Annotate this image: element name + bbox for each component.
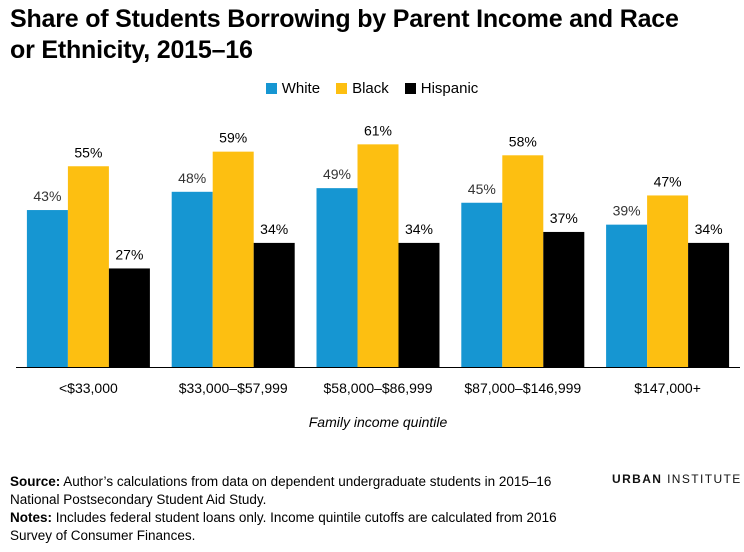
data-label-black-2: 61% <box>364 122 392 138</box>
bar-black-1 <box>212 151 254 367</box>
bar-chart: 43% 55% 27% <$33,000 48% 59% 34% $33,000–$57,99… <box>16 122 740 430</box>
x-tick-label-0: <$33,000 <box>59 380 118 396</box>
data-label-black-1: 59% <box>219 130 247 146</box>
data-label-white-4: 39% <box>613 203 641 219</box>
urban-institute-logo: URBAN INSTITUTE <box>612 472 742 486</box>
data-label-white-1: 48% <box>178 170 206 186</box>
data-label-hispanic-3: 37% <box>550 210 578 226</box>
legend-label-hispanic: Hispanic <box>420 79 479 97</box>
legend-swatch-black <box>336 82 348 94</box>
x-tick-label-2: $58,000–$86,999 <box>324 380 433 396</box>
data-label-white-0: 43% <box>33 188 61 204</box>
bar-white-3 <box>461 202 503 367</box>
bar-white-1 <box>171 191 213 367</box>
chart-title: Share of Students Borrowing by Parent In… <box>10 5 679 64</box>
data-label-black-4: 47% <box>654 173 682 189</box>
x-tick-label-3: $87,000–$146,999 <box>464 380 581 396</box>
bar-hispanic-1 <box>253 242 295 367</box>
x-axis-label: Family income quintile <box>309 414 448 430</box>
legend-item-white: White <box>265 79 321 97</box>
source-label: Source: <box>10 474 61 489</box>
bar-white-4 <box>606 224 648 367</box>
legend-item-hispanic: Hispanic <box>404 79 479 97</box>
bar-hispanic-0 <box>108 268 150 367</box>
legend-label-black: Black <box>352 79 389 97</box>
logo-part1: URBAN <box>612 472 663 486</box>
data-label-hispanic-1: 34% <box>260 221 288 237</box>
bar-black-0 <box>67 166 109 367</box>
source-text: Author’s calculations from data on depen… <box>10 474 552 507</box>
data-label-black-0: 55% <box>74 144 102 160</box>
data-label-white-3: 45% <box>468 181 496 197</box>
legend-item-black: Black <box>336 80 389 97</box>
data-label-white-2: 49% <box>323 166 351 182</box>
logo-part2: INSTITUTE <box>667 472 742 486</box>
bar-hispanic-2 <box>398 242 440 367</box>
bar-black-3 <box>502 155 544 367</box>
footer: Source: Author’s calculations from data … <box>10 473 600 545</box>
notes-text: Includes federal student loans only. Inc… <box>10 510 557 543</box>
legend-label-white: White <box>281 79 321 97</box>
data-label-black-3: 58% <box>509 133 537 149</box>
legend-swatch-white <box>265 82 277 94</box>
legend: White Black Hispanic <box>0 78 744 98</box>
legend-swatch-hispanic <box>404 82 416 94</box>
bar-hispanic-4 <box>688 242 730 367</box>
notes: Notes: Includes federal student loans on… <box>10 509 600 545</box>
bar-black-2 <box>357 144 399 367</box>
bar-white-2 <box>316 188 358 367</box>
bar-black-4 <box>647 195 689 367</box>
bar-hispanic-3 <box>543 231 585 367</box>
x-tick-label-1: $33,000–$57,999 <box>179 380 288 396</box>
notes-label: Notes: <box>10 510 53 525</box>
data-label-hispanic-0: 27% <box>115 246 143 262</box>
source-note: Source: Author’s calculations from data … <box>10 473 600 509</box>
data-label-hispanic-2: 34% <box>405 221 433 237</box>
x-tick-label-4: $147,000+ <box>634 380 701 396</box>
data-label-hispanic-4: 34% <box>695 221 723 237</box>
bar-white-0 <box>26 210 68 367</box>
